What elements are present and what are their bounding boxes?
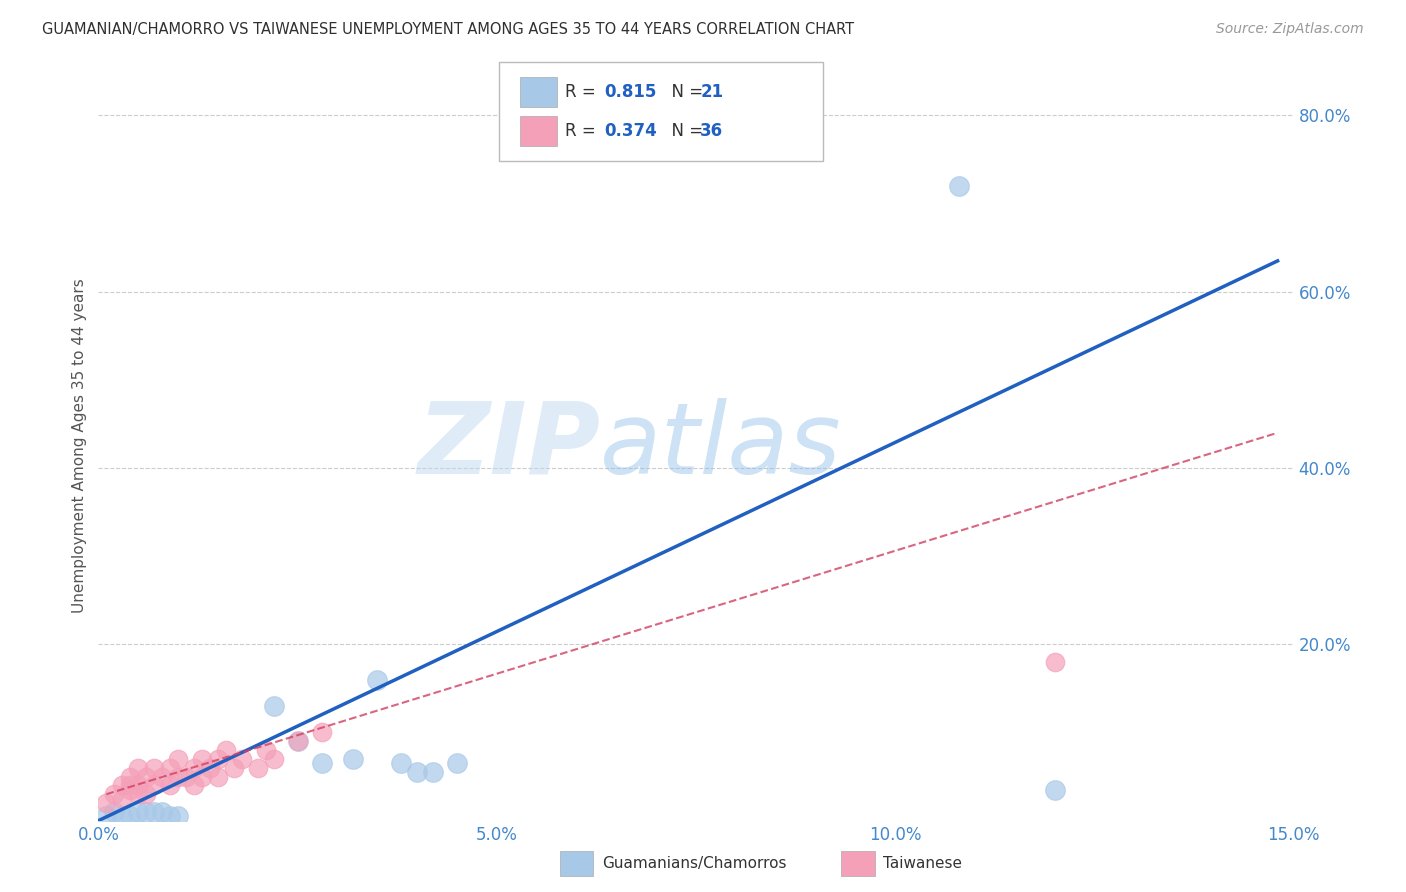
Point	[183, 761, 205, 775]
Point	[135, 770, 157, 784]
Point	[127, 805, 149, 819]
Point	[127, 787, 149, 801]
Y-axis label: Unemployment Among Ages 35 to 44 years: Unemployment Among Ages 35 to 44 years	[72, 278, 87, 614]
Point	[120, 770, 142, 784]
Point	[103, 787, 125, 801]
Point	[120, 782, 142, 797]
Point	[143, 805, 166, 819]
Point	[287, 734, 309, 748]
Point	[135, 787, 157, 801]
Point	[246, 761, 269, 775]
Text: 36: 36	[700, 122, 723, 140]
Point	[948, 178, 970, 193]
Point	[96, 796, 118, 810]
Point	[143, 778, 166, 792]
Point	[287, 734, 309, 748]
Point	[231, 752, 253, 766]
Text: Source: ZipAtlas.com: Source: ZipAtlas.com	[1216, 22, 1364, 37]
Point	[120, 809, 142, 823]
Point	[150, 805, 173, 819]
Point	[366, 673, 388, 687]
Point	[150, 770, 173, 784]
Point	[254, 743, 277, 757]
Point	[111, 791, 134, 805]
Point	[311, 725, 333, 739]
Point	[198, 761, 221, 775]
Text: N =: N =	[661, 122, 709, 140]
Point	[406, 765, 429, 780]
Point	[263, 699, 285, 714]
Point	[159, 809, 181, 823]
Text: 0.815: 0.815	[605, 83, 657, 101]
Point	[222, 761, 245, 775]
Point	[191, 770, 214, 784]
Point	[96, 809, 118, 823]
Point	[120, 778, 142, 792]
Point	[127, 778, 149, 792]
Point	[342, 752, 364, 766]
Point	[1043, 655, 1066, 669]
Point	[159, 778, 181, 792]
Point	[135, 805, 157, 819]
Point	[207, 752, 229, 766]
Text: Taiwanese: Taiwanese	[883, 856, 962, 871]
Point	[1043, 782, 1066, 797]
Point	[167, 770, 190, 784]
Point	[127, 761, 149, 775]
Point	[167, 809, 190, 823]
Point	[111, 778, 134, 792]
Text: GUAMANIAN/CHAMORRO VS TAIWANESE UNEMPLOYMENT AMONG AGES 35 TO 44 YEARS CORRELATI: GUAMANIAN/CHAMORRO VS TAIWANESE UNEMPLOY…	[42, 22, 855, 37]
Point	[422, 765, 444, 780]
Point	[446, 756, 468, 771]
Point	[143, 761, 166, 775]
Text: ZIP: ZIP	[418, 398, 600, 494]
Point	[191, 752, 214, 766]
Point	[159, 761, 181, 775]
Text: R =: R =	[565, 122, 602, 140]
Text: 21: 21	[700, 83, 723, 101]
Point	[174, 770, 197, 784]
Text: atlas: atlas	[600, 398, 842, 494]
Point	[103, 805, 125, 819]
Text: R =: R =	[565, 83, 602, 101]
Text: N =: N =	[661, 83, 709, 101]
Point	[215, 743, 238, 757]
Point	[111, 809, 134, 823]
Point	[311, 756, 333, 771]
Text: Guamanians/Chamorros: Guamanians/Chamorros	[602, 856, 786, 871]
Point	[183, 778, 205, 792]
Point	[263, 752, 285, 766]
Point	[167, 752, 190, 766]
Point	[389, 756, 412, 771]
Text: 0.374: 0.374	[605, 122, 658, 140]
Point	[207, 770, 229, 784]
